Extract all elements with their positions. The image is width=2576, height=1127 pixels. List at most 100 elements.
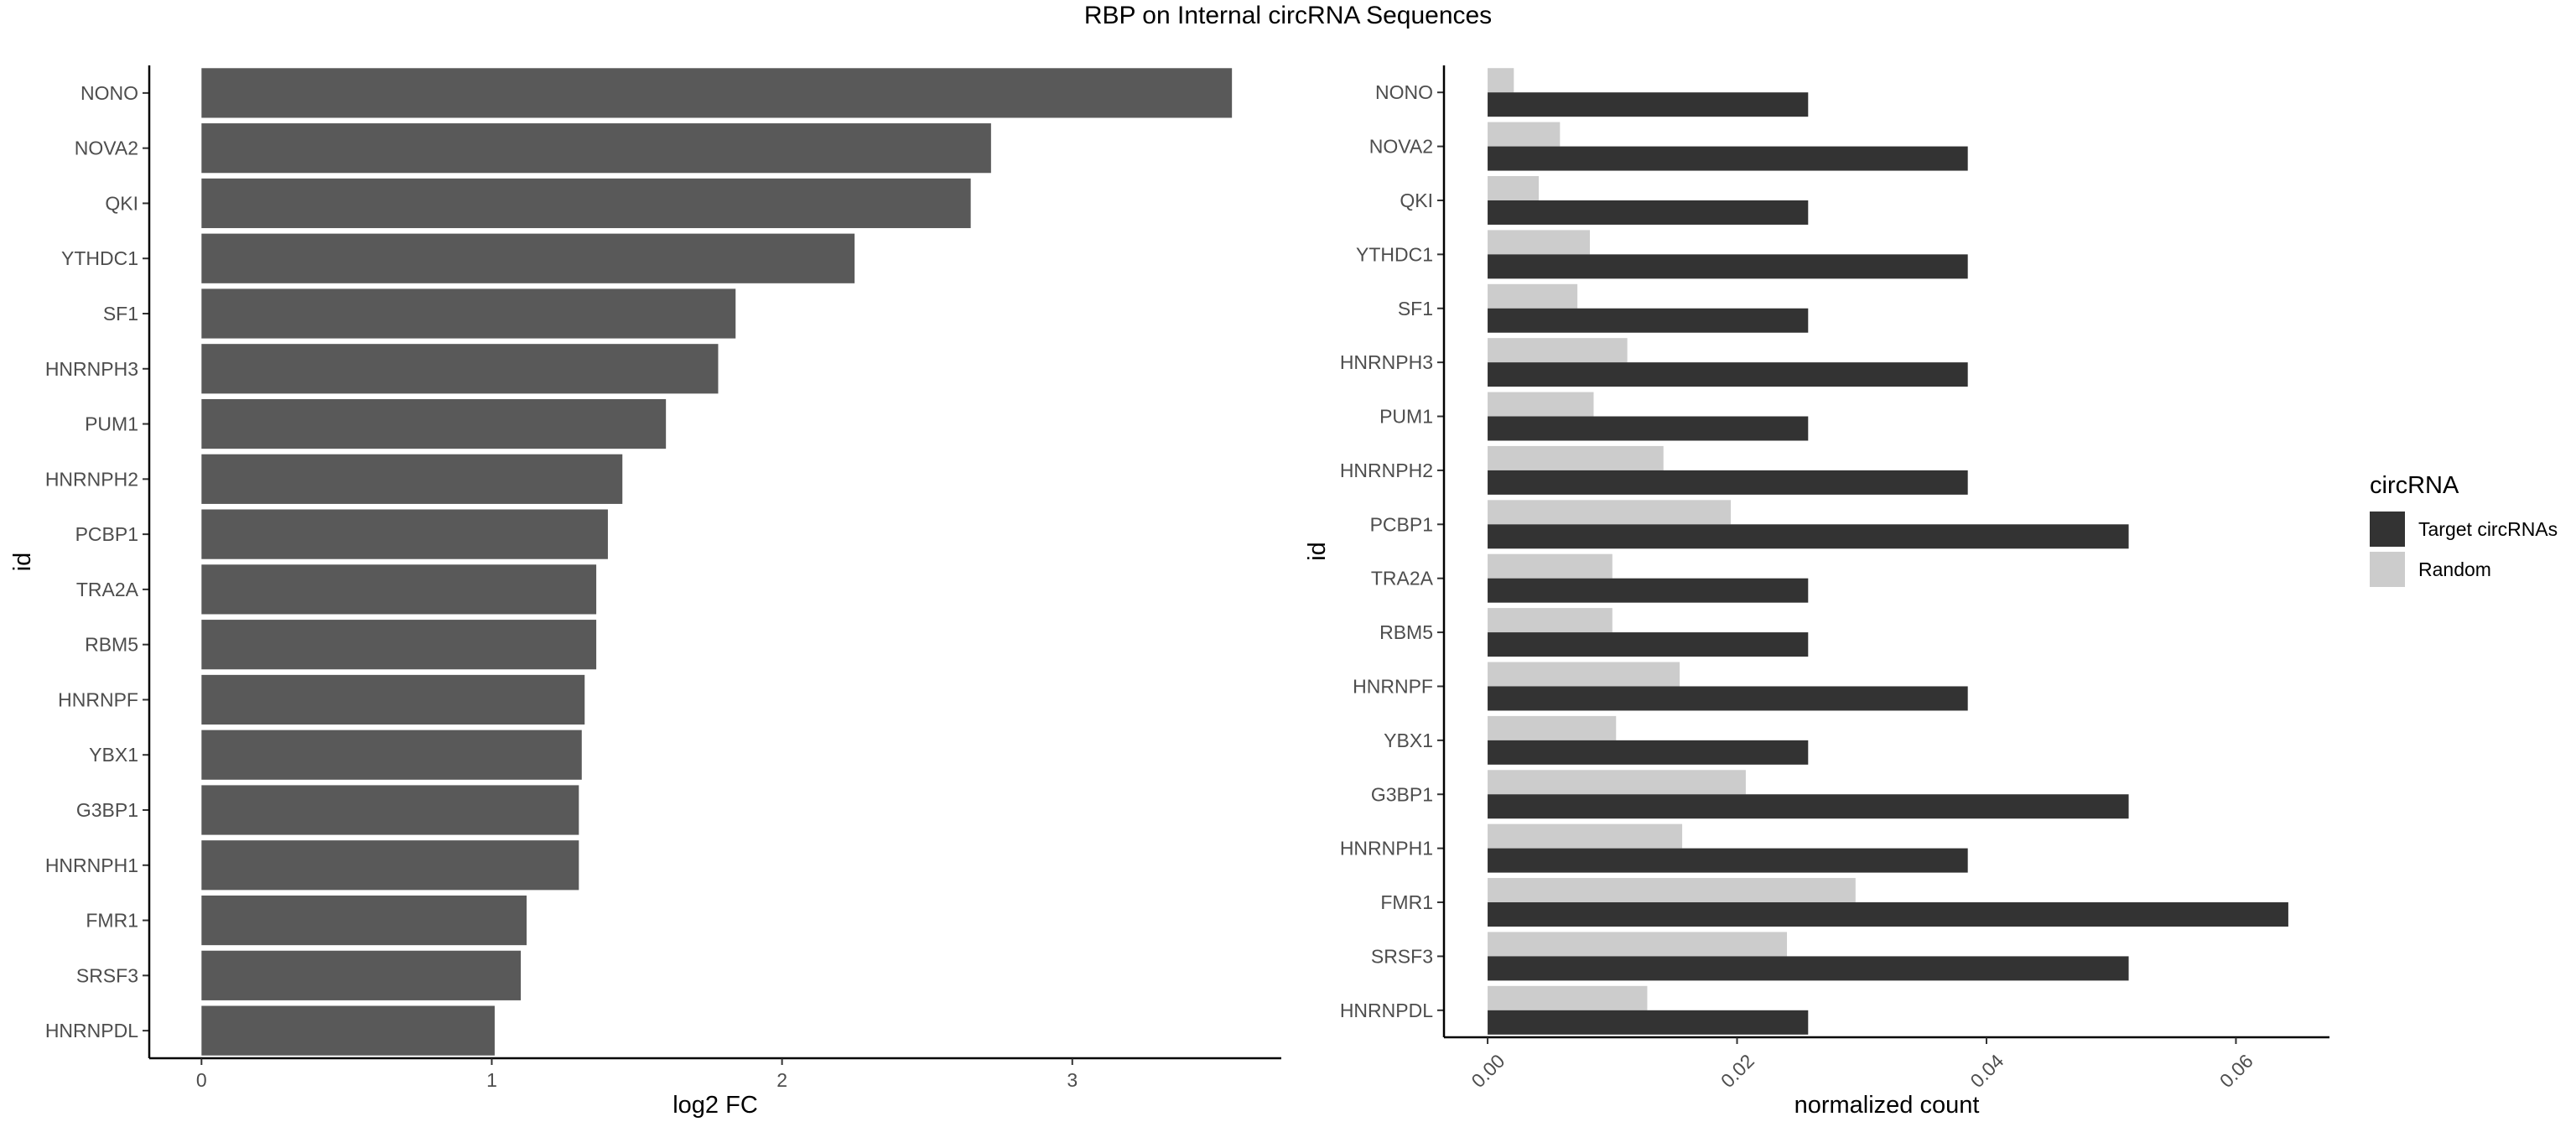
y-tick-label: QKI	[105, 192, 138, 214]
bar-fmr1	[201, 895, 527, 946]
bar-random-hnrnpf	[1488, 662, 1680, 687]
y-tick-label: NOVA2	[1369, 136, 1433, 158]
bar-random-ythdc1	[1488, 230, 1591, 255]
y-tick-label: NOVA2	[75, 138, 138, 159]
y-tick-label: HNRNPH1	[1340, 838, 1433, 860]
bar-random-hnrnph1	[1488, 823, 1683, 849]
y-tick-label: QKI	[1400, 190, 1433, 211]
y-tick-label: NONO	[1375, 81, 1433, 103]
chart-title: RBP on Internal circRNA Sequences	[1083, 2, 1493, 29]
bar-random-hnrnph2	[1488, 445, 1664, 470]
x-axis-title: log2 FC	[673, 1092, 758, 1119]
y-tick-label: YTHDC1	[1356, 243, 1433, 265]
y-tick-label: PCBP1	[75, 523, 138, 545]
bar-target-srsf3	[1488, 956, 2129, 981]
y-tick-label: SRSF3	[76, 964, 138, 986]
y-tick-label: TRA2A	[76, 579, 139, 600]
bar-random-tra2a	[1488, 553, 1613, 579]
bar-random-hnrnpdl	[1488, 985, 1648, 1010]
y-tick-label: SF1	[103, 303, 138, 325]
y-tick-label: PUM1	[1379, 406, 1433, 428]
bar-target-hnrnph2	[1488, 470, 1968, 495]
bar-hnrnph2	[201, 454, 623, 504]
y-tick-label: NONO	[80, 82, 138, 104]
y-tick-label: G3BP1	[76, 799, 138, 821]
legend-swatch	[2370, 512, 2405, 547]
bar-target-tra2a	[1488, 578, 1809, 603]
bar-random-nono	[1488, 68, 1514, 93]
y-tick-label: FMR1	[1380, 891, 1433, 913]
y-axis-title: id	[9, 553, 36, 572]
bar-target-hnrnpdl	[1488, 1010, 1809, 1035]
bar-target-ybx1	[1488, 740, 1809, 765]
bar-random-ybx1	[1488, 715, 1617, 740]
x-tick-label: 2	[776, 1069, 787, 1091]
y-tick-label: TRA2A	[1371, 568, 1434, 589]
bar-pum1	[201, 398, 667, 449]
x-tick-label: 0.04	[1966, 1050, 2007, 1092]
bar-hnrnph3	[201, 344, 719, 394]
y-tick-label: RBM5	[85, 634, 138, 656]
bar-random-g3bp1	[1488, 770, 1746, 795]
y-tick-label: HNRNPF	[1353, 675, 1433, 697]
bar-srsf3	[201, 950, 522, 1000]
bar-random-qki	[1488, 175, 1540, 200]
bar-sf1	[201, 288, 736, 339]
legend-title: circRNA	[2370, 472, 2459, 499]
x-tick-label: 1	[486, 1069, 497, 1091]
y-tick-label: SF1	[1398, 298, 1433, 319]
bar-ythdc1	[201, 233, 855, 283]
bar-g3bp1	[201, 785, 579, 835]
y-tick-label: HNRNPH3	[45, 358, 138, 380]
bar-target-qki	[1488, 200, 1809, 225]
y-tick-label: PCBP1	[1370, 513, 1433, 535]
y-tick-label: YBX1	[1384, 730, 1433, 751]
bar-target-sf1	[1488, 308, 1809, 333]
y-tick-label: HNRNPDL	[45, 1020, 138, 1041]
y-tick-label: SRSF3	[1371, 945, 1433, 967]
x-tick-label: 0.00	[1467, 1050, 1509, 1092]
bar-target-hnrnph1	[1488, 848, 1968, 873]
bar-target-hnrnph3	[1488, 362, 1968, 387]
legend-swatch	[2370, 552, 2405, 587]
bar-random-sf1	[1488, 283, 1578, 309]
bar-random-rbm5	[1488, 608, 1613, 633]
bar-random-pcbp1	[1488, 500, 1732, 525]
bar-random-nova2	[1488, 122, 1561, 147]
y-axis-title: id	[1304, 542, 1331, 561]
bar-target-rbm5	[1488, 632, 1809, 657]
x-axis-title: normalized count	[1794, 1092, 1980, 1119]
bar-hnrnpdl	[201, 1005, 495, 1056]
right-grouped-bar-chart: NONO NOVA2 QKI YTHDC1 SF1 HNRNPH3 PUM1 HNRNPH2 P…	[1304, 65, 2558, 1119]
bar-random-fmr1	[1488, 878, 1856, 903]
y-tick-label: HNRNPDL	[1340, 1000, 1433, 1021]
y-tick-label: FMR1	[86, 910, 138, 932]
x-tick-label: 3	[1067, 1069, 1078, 1091]
bar-target-hnrnpf	[1488, 686, 1968, 711]
bar-pcbp1	[201, 509, 608, 559]
bar-random-srsf3	[1488, 932, 1788, 957]
y-tick-label: G3BP1	[1371, 783, 1433, 805]
bar-random-pum1	[1488, 392, 1594, 417]
y-tick-label: YBX1	[89, 744, 138, 766]
y-tick-label: HNRNPH3	[1340, 351, 1433, 373]
bar-nono	[201, 68, 1233, 118]
y-tick-label: HNRNPH2	[45, 468, 138, 490]
bar-target-nono	[1488, 92, 1809, 117]
bar-target-ythdc1	[1488, 254, 1968, 279]
bar-hnrnpf	[201, 674, 585, 725]
y-tick-label: PUM1	[85, 413, 138, 435]
bar-rbm5	[201, 620, 597, 670]
y-tick-label: RBM5	[1379, 621, 1433, 643]
y-tick-label: YTHDC1	[61, 247, 138, 269]
y-tick-label: HNRNPF	[58, 688, 138, 710]
x-tick-label: 0.06	[2215, 1050, 2257, 1092]
bar-target-fmr1	[1488, 902, 2288, 927]
y-tick-label: HNRNPH2	[1340, 460, 1433, 481]
bar-random-hnrnph3	[1488, 338, 1628, 363]
bar-tra2a	[201, 564, 597, 615]
left-bar-chart: NONO NOVA2 QKI YTHDC1 SF1 HNRNPH3 PUM1 HNRNPH2 P…	[9, 65, 1281, 1119]
bar-hnrnph1	[201, 840, 579, 891]
bar-target-g3bp1	[1488, 794, 2129, 819]
